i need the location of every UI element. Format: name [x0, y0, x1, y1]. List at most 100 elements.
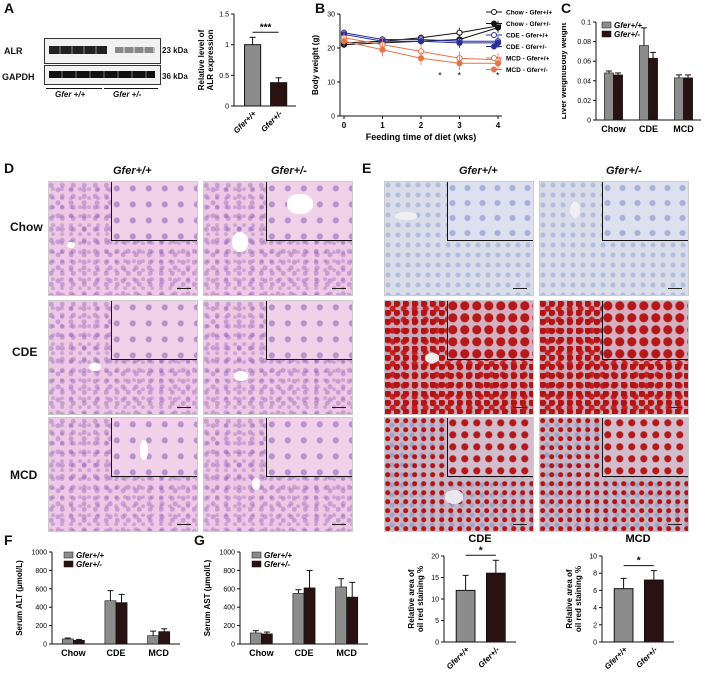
- legend-swatch-ko: [601, 30, 612, 38]
- oil-mcd-ko: [539, 417, 689, 532]
- oil-mcd-wt: [384, 417, 534, 532]
- bar-cde-ko: [115, 602, 128, 645]
- he-mcd-wt: [48, 417, 198, 532]
- x-tick-label: 1: [380, 121, 385, 130]
- bar-chow-ko: [261, 633, 273, 645]
- bar-chow-wt: [61, 638, 74, 645]
- x-tick-label: Gfer+/+: [445, 645, 471, 671]
- y-axis-label: Liver weight/Body weight: [562, 22, 568, 119]
- x-tick-label: Chow: [601, 124, 626, 134]
- blot-alr-image: [44, 38, 161, 64]
- y-tick-label: 5: [435, 618, 439, 625]
- x-tick-label: Chow: [61, 648, 86, 658]
- y-tick-label: 400: [35, 605, 47, 612]
- bar-chow-wt: [249, 632, 262, 645]
- y-axis-label: Body weight (g): [311, 35, 320, 95]
- y-tick-label: 6: [593, 588, 597, 595]
- legend-label: Gfer+/-: [614, 30, 640, 39]
- legend-marker-5: [491, 66, 497, 73]
- chart-b-body-weight: 0 10 20 30 Body weight (g) 0 1 2 3 4 Feeding time …: [311, 9, 552, 142]
- bar-chow-wt: [604, 72, 614, 121]
- data-point: [494, 39, 502, 47]
- oil-cde-wt: [384, 300, 534, 415]
- chart-title: MCD: [625, 533, 650, 545]
- y-tick-label: 0.5: [219, 73, 229, 80]
- he-cde-ko: [203, 300, 353, 415]
- oil-cde-ko: [539, 300, 689, 415]
- y-tick-label: 0: [593, 640, 597, 647]
- y-tick-label: 600: [35, 586, 47, 593]
- blot-label-alr: ALR: [4, 46, 23, 56]
- y-tick-label: 1: [225, 42, 229, 49]
- oil-chow-ko: [539, 181, 689, 296]
- y-axis-label: Serum AST (μmol/L): [203, 559, 212, 636]
- y-tick-label: 1.5: [219, 12, 229, 19]
- x-tick-label: Chow: [249, 648, 274, 658]
- he-chow-wt: [48, 181, 198, 296]
- x-axis-label: Feeding time of diet (wks): [366, 132, 477, 142]
- y-tick-label: 10: [589, 554, 597, 561]
- he-mcd-ko: [203, 417, 353, 532]
- bar-ko: [270, 82, 288, 107]
- y-tick-label: 2: [593, 622, 597, 629]
- y-tick-label: 0: [435, 640, 439, 647]
- d-row-label-chow: Chow: [10, 220, 43, 234]
- y-tick-label: 0: [331, 114, 335, 121]
- y-tick-label: 10: [327, 80, 335, 87]
- legend-marker-2: [491, 32, 497, 38]
- y-tick-label: 200: [35, 623, 47, 630]
- y-axis-label: oil red staining %: [574, 566, 583, 632]
- x-tick-label: 3: [457, 121, 462, 130]
- legend-marker-1: [491, 20, 497, 27]
- y-tick-label: 30: [327, 12, 335, 19]
- bar-ko: [485, 572, 506, 643]
- significance-marker: *: [458, 71, 462, 81]
- chart-title: CDE: [468, 533, 491, 545]
- significance-marker: ***: [260, 22, 272, 33]
- y-tick-label: 1000: [219, 550, 235, 557]
- y-axis-label: oil red staining %: [416, 566, 425, 632]
- bar-cde-ko: [303, 587, 316, 645]
- oil-chow-wt: [384, 181, 534, 296]
- legend-label: MCD - Gfer+/+: [506, 56, 550, 63]
- he-cde-wt: [48, 300, 198, 415]
- blot-size-alr: 23 kDa: [162, 46, 188, 55]
- chart-c-liver-weight: 0 0.02 0.04 0.06 0.08 0.1 Liver weight/Body we…: [562, 20, 701, 134]
- legend-label: Chow - Gfer+/-: [506, 21, 551, 28]
- bar-mcd-wt: [147, 635, 159, 645]
- bar-wt: [613, 588, 634, 643]
- panel-label-f: F: [4, 532, 13, 548]
- x-tick-label: MCD: [336, 648, 357, 658]
- data-point: [417, 38, 425, 45]
- blot-genotype-wt: Gfer +/+: [55, 90, 86, 99]
- significance-marker: *: [496, 71, 500, 81]
- x-tick-label: MCD: [673, 124, 694, 134]
- y-tick-label: 0: [587, 118, 591, 125]
- y-tick-label: 8: [593, 571, 597, 578]
- data-point: [340, 38, 348, 45]
- y-tick-label: 600: [223, 586, 235, 593]
- bar-chow-ko: [613, 74, 623, 121]
- y-tick-label: 4: [593, 605, 597, 612]
- x-tick-label: MCD: [148, 648, 169, 658]
- y-tick-label: 400: [223, 605, 235, 612]
- panel-label-b: B: [315, 0, 326, 16]
- y-axis-label: Serum ALT (μmol/L): [15, 560, 24, 636]
- legend-swatch-wt: [601, 21, 612, 29]
- e-col-header-wt: Gfer+/+: [459, 165, 498, 177]
- x-tick-label: CDE: [639, 124, 658, 134]
- y-tick-label: 1000: [31, 550, 47, 557]
- e-col-header-ko: Gfer+/-: [606, 165, 642, 177]
- legend-label: CDE - Gfer+/-: [506, 44, 547, 51]
- legend-marker-0: [491, 9, 497, 15]
- y-axis-label: Relative level of: [197, 29, 206, 90]
- x-tick-label: Gfer+/+: [232, 109, 258, 135]
- legend-marker-3: [491, 43, 497, 50]
- y-tick-label: 800: [35, 568, 47, 575]
- x-tick-label: Gfer+/+: [603, 645, 629, 671]
- y-tick-label: 20: [327, 46, 335, 53]
- x-tick-label: 2: [419, 121, 424, 130]
- panel-label-a: A: [4, 0, 15, 16]
- significance-marker: *: [479, 545, 483, 556]
- x-tick-label: 4: [496, 121, 501, 130]
